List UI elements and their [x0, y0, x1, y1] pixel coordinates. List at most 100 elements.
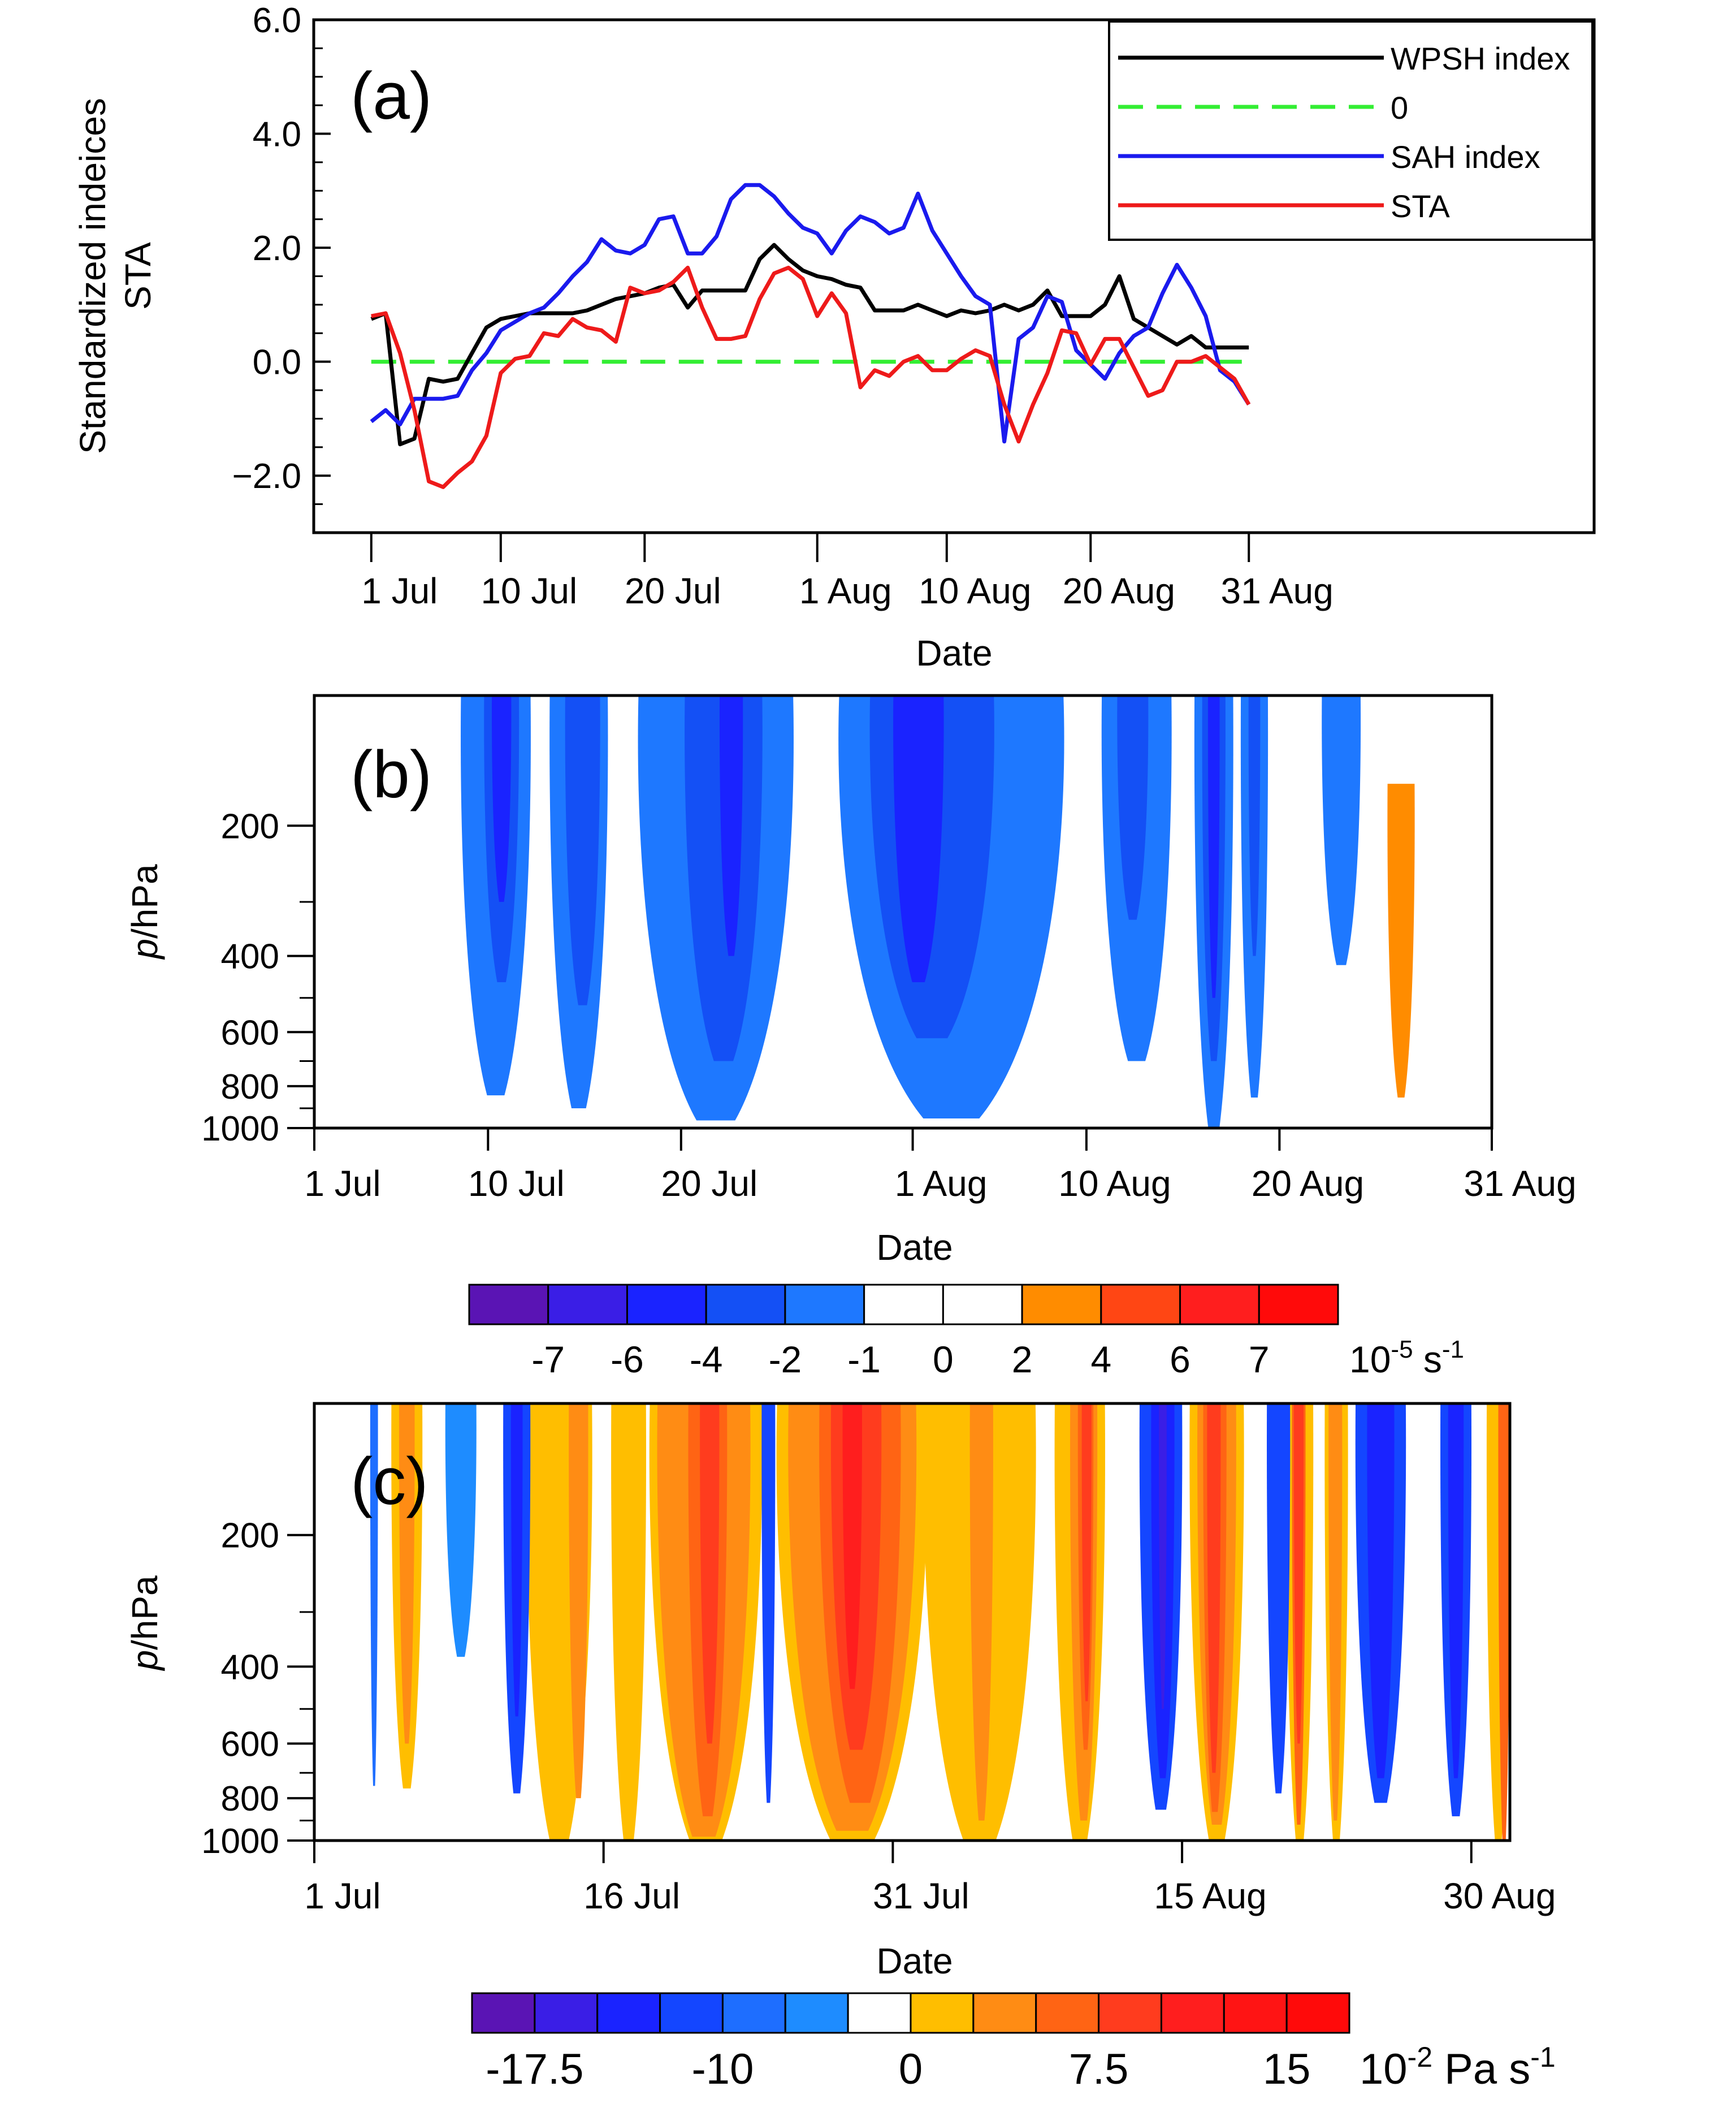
- contour-fills: [370, 1403, 1510, 1841]
- legend-label: 0: [1391, 90, 1408, 126]
- colorbar: -7 -6 -4 -2 -1 0 2 4 6 7 10-5 s-1: [468, 1284, 1464, 1380]
- contour-fill: [1498, 1403, 1510, 1841]
- colorbar-label: -6: [611, 1338, 644, 1380]
- colorbar-label: -1: [847, 1338, 881, 1380]
- colorbar-swatch: [468, 1284, 549, 1325]
- x-tick-label: 10 Aug: [919, 571, 1031, 611]
- contour-fill: [611, 1403, 646, 1841]
- legend-label: WPSH index: [1391, 41, 1570, 76]
- colorbar-swatch: [1035, 1992, 1100, 2034]
- colorbar-label: 7: [1249, 1338, 1270, 1380]
- colorbar-label: -17.5: [486, 2045, 583, 2093]
- colorbar-unit: 10-2 Pa s-1: [1360, 2041, 1556, 2093]
- colorbar-label: -7: [531, 1338, 565, 1380]
- y-axis-label-line-1: Standardized indeices: [72, 98, 113, 454]
- colorbar-unit-part: -1: [1530, 2041, 1555, 2073]
- contour-fill: [1448, 1403, 1464, 1778]
- colorbar-unit-part: 10: [1349, 1338, 1391, 1380]
- colorbar-swatch: [534, 1992, 599, 2034]
- colorbar-swatch: [547, 1284, 628, 1325]
- colorbar-label: 4: [1090, 1338, 1111, 1380]
- contour-fill: [1267, 1403, 1291, 1794]
- y-tick-label: 400: [221, 938, 279, 977]
- y-tick-label: −2.0: [232, 457, 301, 496]
- colorbar-swatch: [910, 1992, 975, 2034]
- contour-fill: [1159, 1403, 1167, 1709]
- colorbar-swatch: [1021, 1284, 1102, 1325]
- colorbar-unit-part: s: [1413, 1338, 1442, 1380]
- panel-label: (a): [350, 59, 432, 133]
- colorbar-swatch: [1285, 1992, 1350, 2034]
- y-axis-label: p/hPa: [124, 864, 165, 960]
- colorbar-swatch: [471, 1992, 536, 2034]
- plot-frame: [313, 1402, 1512, 1842]
- axes: 6.0 4.0 2.0 0.0 −2.0 1 Jul 10 Jul 20 Jul 1 Aug 10…: [232, 1, 1334, 611]
- y-axis-label-line-2: STA: [118, 242, 158, 310]
- x-tick-label: 10 Jul: [480, 571, 577, 611]
- series-line-sah-index: [370, 183, 1251, 444]
- contour-fill: [1367, 1403, 1395, 1778]
- y-tick-label: 4.0: [253, 115, 301, 154]
- colorbar-label: -10: [692, 2045, 754, 2093]
- contour-fills: [461, 696, 1415, 1128]
- y-tick-label: 600: [221, 1013, 279, 1052]
- panel-c-heatmap: 200 400 600 800 1000 1 Jul 16 Jul 31 Jul 15 Aug 3…: [124, 1402, 1556, 2093]
- contour-fill: [700, 1403, 720, 1744]
- contour-fill: [569, 1403, 588, 1799]
- colorbar-swatch: [1258, 1284, 1339, 1325]
- colorbar-swatch: [1100, 1284, 1181, 1325]
- panel-label: (c): [350, 1444, 428, 1519]
- panel-label: (b): [350, 737, 432, 812]
- contour-fill: [399, 1403, 415, 1744]
- contour-fill: [1117, 696, 1149, 920]
- x-tick-label: 10 Aug: [1058, 1163, 1171, 1204]
- legend: WPSH index 0 SAH index STA: [1108, 20, 1594, 241]
- y-tick-label: 1000: [201, 1109, 279, 1148]
- colorbar-swatch: [626, 1284, 707, 1325]
- y-axis-label: p/hPa: [124, 1575, 165, 1671]
- colorbar-swatch: [1098, 1992, 1162, 2034]
- contour-fill: [565, 696, 600, 1005]
- colorbar-swatch: [972, 1992, 1037, 2034]
- contour-fill: [719, 696, 743, 956]
- contour-fill: [1081, 1403, 1092, 1701]
- colorbar: -17.5 -10 0 7.5 15 10-2 Pa s-1: [471, 1992, 1556, 2093]
- y-tick-label: 2.0: [253, 229, 301, 268]
- colorbar-swatch: [659, 1992, 724, 2034]
- x-tick-label: 16 Jul: [583, 1876, 680, 1916]
- colorbar-label: 15: [1263, 2045, 1311, 2093]
- colorbar-unit-part: -1: [1442, 1336, 1464, 1363]
- contour-fill: [842, 1403, 862, 1689]
- x-tick-label: 10 Jul: [468, 1163, 565, 1204]
- y-tick-label: 800: [221, 1068, 279, 1107]
- colorbar-swatch: [1160, 1992, 1225, 2034]
- colorbar-swatch: [942, 1284, 1023, 1325]
- x-axis-label: Date: [876, 1941, 953, 1981]
- x-tick-label: 1 Aug: [895, 1163, 988, 1204]
- series-lines: [370, 183, 1251, 489]
- colorbar-label: -2: [769, 1338, 802, 1380]
- x-tick-label: 31 Aug: [1221, 571, 1334, 611]
- plot-frame: [313, 694, 1493, 1130]
- x-tick-label: 20 Aug: [1063, 571, 1175, 611]
- x-tick-label: 20 Jul: [625, 571, 721, 611]
- x-axis-label: Date: [876, 1227, 953, 1268]
- contour-fill: [1322, 696, 1361, 965]
- x-axis-label: Date: [916, 633, 992, 673]
- x-tick-label: 15 Aug: [1154, 1876, 1266, 1916]
- y-tick-label: 0.0: [253, 343, 301, 382]
- y-tick-label: 600: [221, 1725, 279, 1764]
- x-tick-label: 20 Jul: [661, 1163, 757, 1204]
- colorbar-swatch: [721, 1992, 786, 2034]
- y-tick-label: 1000: [201, 1822, 279, 1861]
- x-tick-label: 30 Aug: [1443, 1876, 1556, 1916]
- legend-label: SAH index: [1391, 139, 1540, 175]
- colorbar-swatch: [1223, 1992, 1288, 2034]
- x-tick-label: 1 Jul: [361, 571, 438, 611]
- contour-fill: [492, 696, 512, 902]
- axes: 200 400 600 800 1000 1 Jul 16 Jul 31 Jul 15 Aug 3…: [201, 1517, 1556, 1916]
- colorbar-label: 6: [1170, 1338, 1190, 1380]
- contour-fill: [1387, 784, 1415, 1098]
